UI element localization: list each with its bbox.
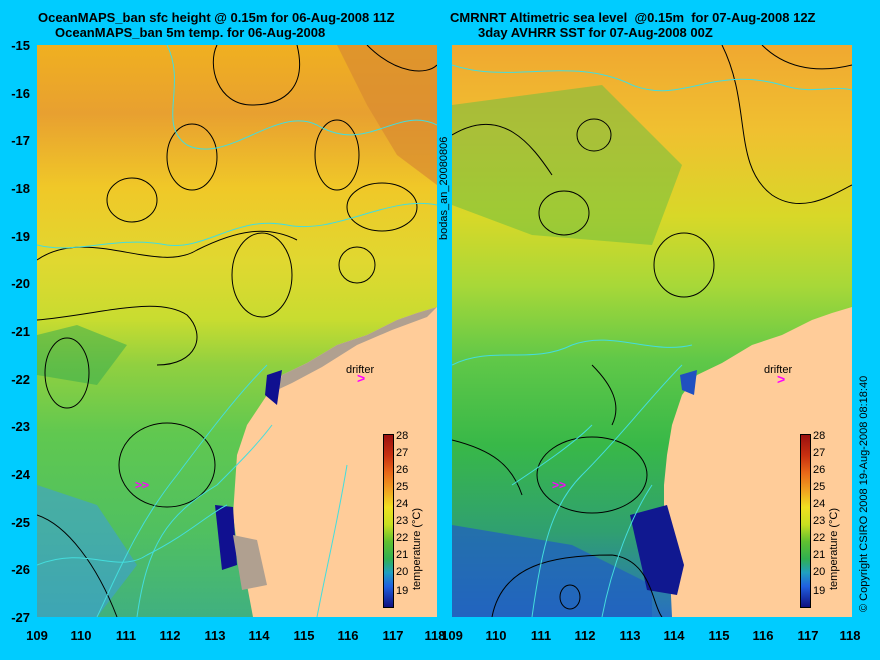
colorbar-label: 21 — [396, 549, 409, 561]
shelf-edge-north — [277, 307, 437, 390]
y-tick-label: -16 — [11, 86, 30, 101]
colorbar-label: 28 — [813, 430, 826, 442]
colorbar-label: 20 — [396, 566, 409, 578]
x-tick-label: 115 — [708, 628, 730, 643]
y-tick-label: -19 — [11, 229, 30, 244]
x-tick-label: 116 — [752, 628, 774, 643]
colorbar-title-right: temperature (°C) — [828, 507, 840, 590]
warm-patch — [337, 45, 437, 185]
shallow-blue-south — [215, 505, 237, 570]
colorbar-label: 23 — [813, 515, 826, 527]
colorbar-label: 22 — [396, 532, 409, 544]
colorbar-label: 26 — [396, 464, 409, 476]
colorbar-left — [383, 434, 394, 608]
y-tick-label: -15 — [11, 38, 30, 53]
drifter-label-right: drifter — [764, 364, 793, 376]
x-tick-label: 111 — [530, 628, 552, 643]
x-tick-label: 116 — [337, 628, 359, 643]
shallow-blue-north — [265, 370, 282, 405]
copyright-label: © Copyright CSIRO 2008 19-Aug-2008 08:18… — [858, 375, 870, 612]
y-tick-label: -27 — [11, 610, 30, 625]
colorbar-label: 25 — [396, 481, 409, 493]
colorbar-label: 20 — [813, 566, 826, 578]
colorbar-label: 24 — [396, 498, 409, 510]
left-title-line2: OceanMAPS_ban 5m temp. for 06-Aug-2008 — [55, 25, 326, 40]
colorbar-label: 28 — [396, 430, 409, 442]
colorbar-label: 27 — [396, 447, 409, 459]
y-tick-label: -20 — [11, 276, 30, 291]
colorbar-title-left: temperature (°C) — [411, 507, 423, 590]
right-title-line1: CMRNRT Altimetric sea level @0.15m for 0… — [450, 10, 816, 25]
colorbar-label: 22 — [813, 532, 826, 544]
colorbar-label: 19 — [813, 585, 826, 597]
y-tick-label: -18 — [11, 181, 30, 196]
shelf-edge-south — [233, 535, 267, 590]
left-map-panel — [37, 45, 437, 617]
colorbar-label: 23 — [396, 515, 409, 527]
right-title-line2: 3day AVHRR SST for 07-Aug-2008 00Z — [478, 25, 713, 40]
ssh-contours — [452, 45, 852, 617]
shallow-blue-south — [630, 505, 684, 595]
x-tick-label: 114 — [663, 628, 685, 643]
colorbar-label: 21 — [813, 549, 826, 561]
green-patch — [452, 85, 682, 245]
colorbar-label: 25 — [813, 481, 826, 493]
colorbar-right — [800, 434, 811, 608]
colorbar-label: 24 — [813, 498, 826, 510]
y-tick-label: -22 — [11, 372, 30, 387]
x-tick-label: 113 — [204, 628, 226, 643]
isobath-contours — [37, 45, 437, 617]
colorbar-label: 19 — [396, 585, 409, 597]
drifter-arrow-icon: > — [357, 370, 366, 386]
x-tick-label: 118 — [839, 628, 861, 643]
drifter-track-icon: >> — [552, 478, 567, 492]
x-tick-label: 110 — [485, 628, 507, 643]
x-tick-label: 111 — [115, 628, 137, 643]
shallow-blue-north — [680, 370, 697, 395]
x-tick-label: 112 — [574, 628, 596, 643]
y-tick-label: -21 — [11, 324, 30, 339]
x-tick-label: 109 — [441, 628, 463, 643]
y-tick-label: -24 — [11, 467, 30, 482]
y-tick-label: -25 — [11, 515, 30, 530]
y-tick-label: -26 — [11, 562, 30, 577]
left-title-line1: OceanMAPS_ban sfc height @ 0.15m for 06-… — [38, 10, 395, 25]
x-tick-label: 115 — [293, 628, 315, 643]
left-map-svg — [37, 45, 437, 617]
x-tick-label: 117 — [382, 628, 404, 643]
ssh-contours — [37, 45, 437, 617]
x-tick-label: 110 — [70, 628, 92, 643]
x-tick-label: 114 — [248, 628, 270, 643]
isobath-contours — [452, 64, 852, 617]
right-map-panel — [452, 45, 852, 617]
x-tick-label: 113 — [619, 628, 641, 643]
right-map-svg — [452, 45, 852, 617]
drifter-arrow-icon: > — [777, 371, 786, 387]
colorbar-label: 26 — [813, 464, 826, 476]
x-tick-label: 117 — [797, 628, 819, 643]
colorbar-label: 27 — [813, 447, 826, 459]
drifter-track-icon: >> — [135, 478, 150, 492]
x-tick-label: 112 — [159, 628, 181, 643]
cool-patch — [452, 525, 652, 617]
y-tick-label: -23 — [11, 419, 30, 434]
run-id-label: bodas_an_20080806 — [438, 136, 450, 240]
drifter-label-left: drifter — [346, 364, 375, 376]
y-tick-label: -17 — [11, 133, 30, 148]
x-tick-label: 109 — [26, 628, 48, 643]
x-tick-label: 118 — [424, 628, 446, 643]
